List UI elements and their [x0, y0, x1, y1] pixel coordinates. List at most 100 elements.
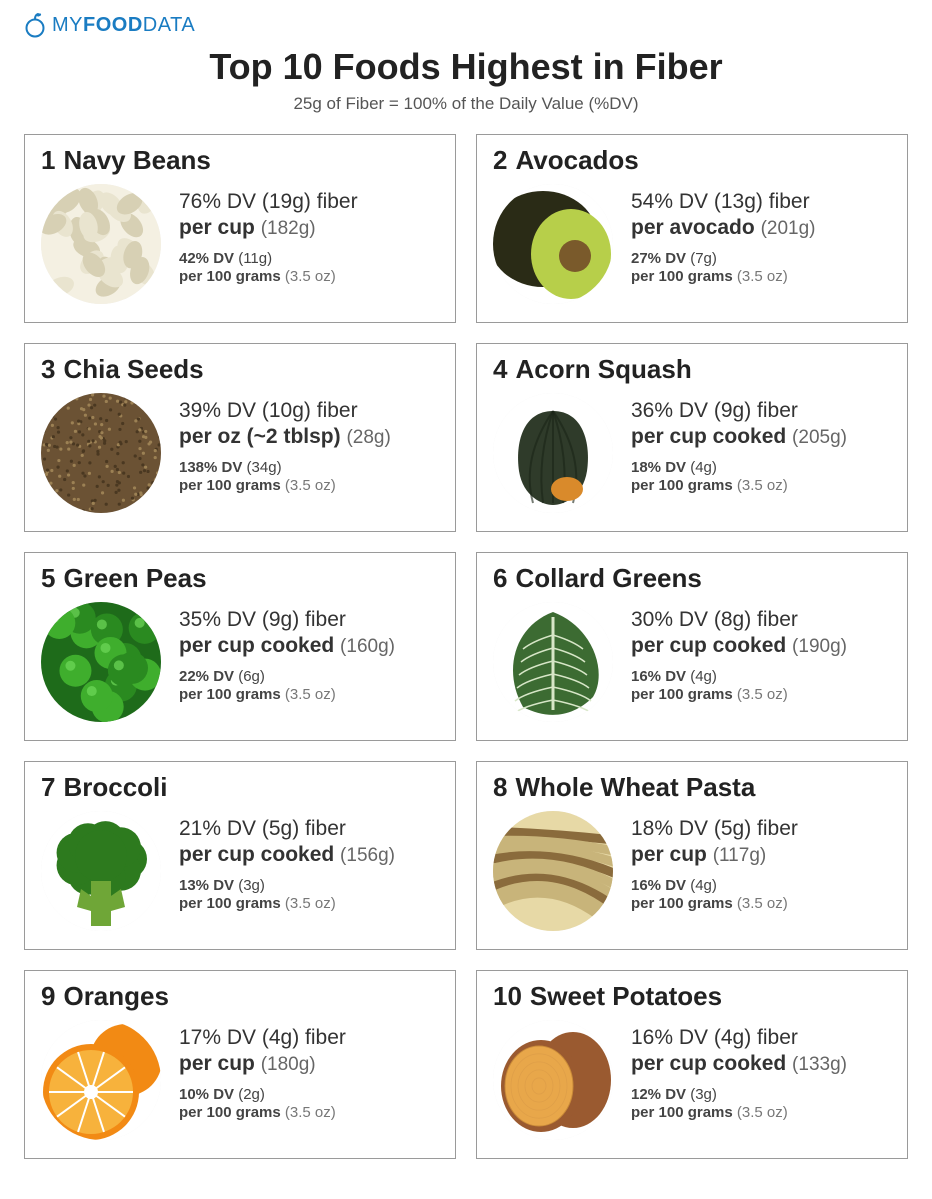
sub-dv: 27% DV (7g) — [631, 250, 815, 267]
card-header: 10 Sweet Potatoes — [493, 981, 891, 1012]
food-card: 1Navy Beans76% DV (19g) fiberper cup (18… — [24, 134, 456, 323]
card-body: 76% DV (19g) fiberper cup (182g)42% DV (… — [41, 184, 439, 304]
sub-serving: per 100 grams (3.5 oz) — [631, 477, 847, 494]
card-header: 4Acorn Squash — [493, 354, 891, 385]
main-serving: per cup cooked (190g) — [631, 634, 847, 658]
food-card: 8Whole Wheat Pasta 18% DV (5g) fiberper c… — [476, 761, 908, 950]
food-info: 39% DV (10g) fiberper oz (~2 tblsp) (28g… — [179, 393, 391, 494]
sub-serving: per 100 grams (3.5 oz) — [179, 895, 395, 912]
sub-dv-bold: 12% DV — [631, 1086, 686, 1103]
card-body: 54% DV (13g) fiberper avocado (201g) 27% … — [493, 184, 891, 304]
food-rank: 1 — [41, 145, 55, 176]
sub-serving-rest: (3.5 oz) — [281, 1104, 336, 1121]
serving-grams: (190g) — [792, 636, 847, 657]
sub-dv-rest: (2g) — [234, 1086, 265, 1103]
sub-serving-rest: (3.5 oz) — [733, 477, 788, 494]
sub-serving-bold: per 100 grams — [631, 477, 733, 494]
food-rank: 6 — [493, 563, 507, 594]
sub-dv-rest: (34g) — [242, 459, 281, 476]
food-info: 35% DV (9g) fiberper cup cooked (160g)22… — [179, 602, 395, 703]
sub-serving-rest: (3.5 oz) — [281, 477, 336, 494]
food-name: Chia Seeds — [63, 354, 203, 385]
logo: MYFOODDATA — [24, 12, 908, 38]
food-thumb-icon — [41, 602, 161, 722]
sub-serving-bold: per 100 grams — [179, 686, 281, 703]
serving-label: per cup cooked — [631, 634, 786, 657]
sub-dv-rest: (6g) — [234, 668, 265, 685]
card-header: 3 Chia Seeds — [41, 354, 439, 385]
food-name: Sweet Potatoes — [530, 981, 722, 1012]
sub-serving-rest: (3.5 oz) — [281, 268, 336, 285]
sub-dv-bold: 16% DV — [631, 668, 686, 685]
food-thumb-icon — [41, 811, 161, 931]
sub-dv-rest: (3g) — [234, 877, 265, 894]
sub-dv-rest: (3g) — [686, 1086, 717, 1103]
card-body: 36% DV (9g) fiberper cup cooked (205g)18… — [493, 393, 891, 513]
main-dv: 35% DV (9g) fiber — [179, 608, 395, 632]
sub-dv-bold: 27% DV — [631, 250, 686, 267]
main-dv: 54% DV (13g) fiber — [631, 190, 815, 214]
serving-label: per cup cooked — [631, 425, 786, 448]
serving-label: per avocado — [631, 216, 755, 239]
sub-dv: 16% DV (4g) — [631, 668, 847, 685]
sub-serving-rest: (3.5 oz) — [281, 686, 336, 703]
main-dv: 16% DV (4g) fiber — [631, 1026, 847, 1050]
food-rank: 9 — [41, 981, 55, 1012]
sub-dv-bold: 13% DV — [179, 877, 234, 894]
main-dv: 21% DV (5g) fiber — [179, 817, 395, 841]
serving-grams: (160g) — [340, 636, 395, 657]
sub-dv-bold: 10% DV — [179, 1086, 234, 1103]
main-dv: 39% DV (10g) fiber — [179, 399, 391, 423]
food-thumb-icon — [41, 1020, 161, 1140]
logo-suffix: DATA — [143, 14, 195, 36]
food-thumb-icon — [41, 184, 161, 304]
sub-serving: per 100 grams (3.5 oz) — [631, 1104, 847, 1121]
sub-dv: 10% DV (2g) — [179, 1086, 346, 1103]
food-info: 21% DV (5g) fiberper cup cooked (156g) 13… — [179, 811, 395, 912]
food-name: Green Peas — [63, 563, 206, 594]
main-serving: per cup cooked (156g) — [179, 843, 395, 867]
main-serving: per cup (182g) — [179, 216, 358, 240]
card-body: 18% DV (5g) fiberper cup (117g)16% DV (4… — [493, 811, 891, 931]
food-thumb-icon — [493, 393, 613, 513]
card-body: 30% DV (8g) fiberper cup cooked (190g)16… — [493, 602, 891, 722]
food-rank: 4 — [493, 354, 507, 385]
food-info: 54% DV (13g) fiberper avocado (201g) 27% … — [631, 184, 815, 285]
sub-dv: 12% DV (3g) — [631, 1086, 847, 1103]
sub-dv: 42% DV (11g) — [179, 250, 358, 267]
sub-serving-bold: per 100 grams — [179, 895, 281, 912]
food-rank: 2 — [493, 145, 507, 176]
sub-serving: per 100 grams (3.5 oz) — [631, 268, 815, 285]
card-header: 8Whole Wheat Pasta — [493, 772, 891, 803]
main-dv: 36% DV (9g) fiber — [631, 399, 847, 423]
sub-dv-bold: 42% DV — [179, 250, 234, 267]
food-thumb-icon — [41, 393, 161, 513]
food-rank: 3 — [41, 354, 55, 385]
sub-serving: per 100 grams (3.5 oz) — [179, 268, 358, 285]
card-body: 17% DV (4g) fiberper cup (180g)10% DV (2… — [41, 1020, 439, 1140]
food-name: Collard Greens — [515, 563, 701, 594]
card-header: 5Green Peas — [41, 563, 439, 594]
sub-serving-bold: per 100 grams — [179, 1104, 281, 1121]
foods-grid: 1Navy Beans76% DV (19g) fiberper cup (18… — [24, 134, 908, 1159]
card-header: 7Broccoli — [41, 772, 439, 803]
food-card: 4Acorn Squash 36% DV (9g) fiberper cup co… — [476, 343, 908, 532]
sub-dv-rest: (4g) — [686, 877, 717, 894]
sub-dv-rest: (4g) — [686, 668, 717, 685]
subtitle: 25g of Fiber = 100% of the Daily Value (… — [24, 94, 908, 114]
food-name: Oranges — [63, 981, 169, 1012]
main-serving: per avocado (201g) — [631, 216, 815, 240]
card-header: 6 Collard Greens — [493, 563, 891, 594]
serving-grams: (182g) — [261, 218, 316, 239]
sub-dv-bold: 16% DV — [631, 877, 686, 894]
card-body: 21% DV (5g) fiberper cup cooked (156g) 13… — [41, 811, 439, 931]
sub-serving-bold: per 100 grams — [631, 686, 733, 703]
serving-grams: (180g) — [261, 1054, 316, 1075]
sub-dv-bold: 22% DV — [179, 668, 234, 685]
food-rank: 10 — [493, 981, 522, 1012]
food-thumb-icon — [493, 602, 613, 722]
sub-dv: 18% DV (4g) — [631, 459, 847, 476]
serving-label: per cup cooked — [631, 1052, 786, 1075]
sub-dv-rest: (7g) — [686, 250, 717, 267]
logo-apple-icon — [24, 12, 46, 38]
